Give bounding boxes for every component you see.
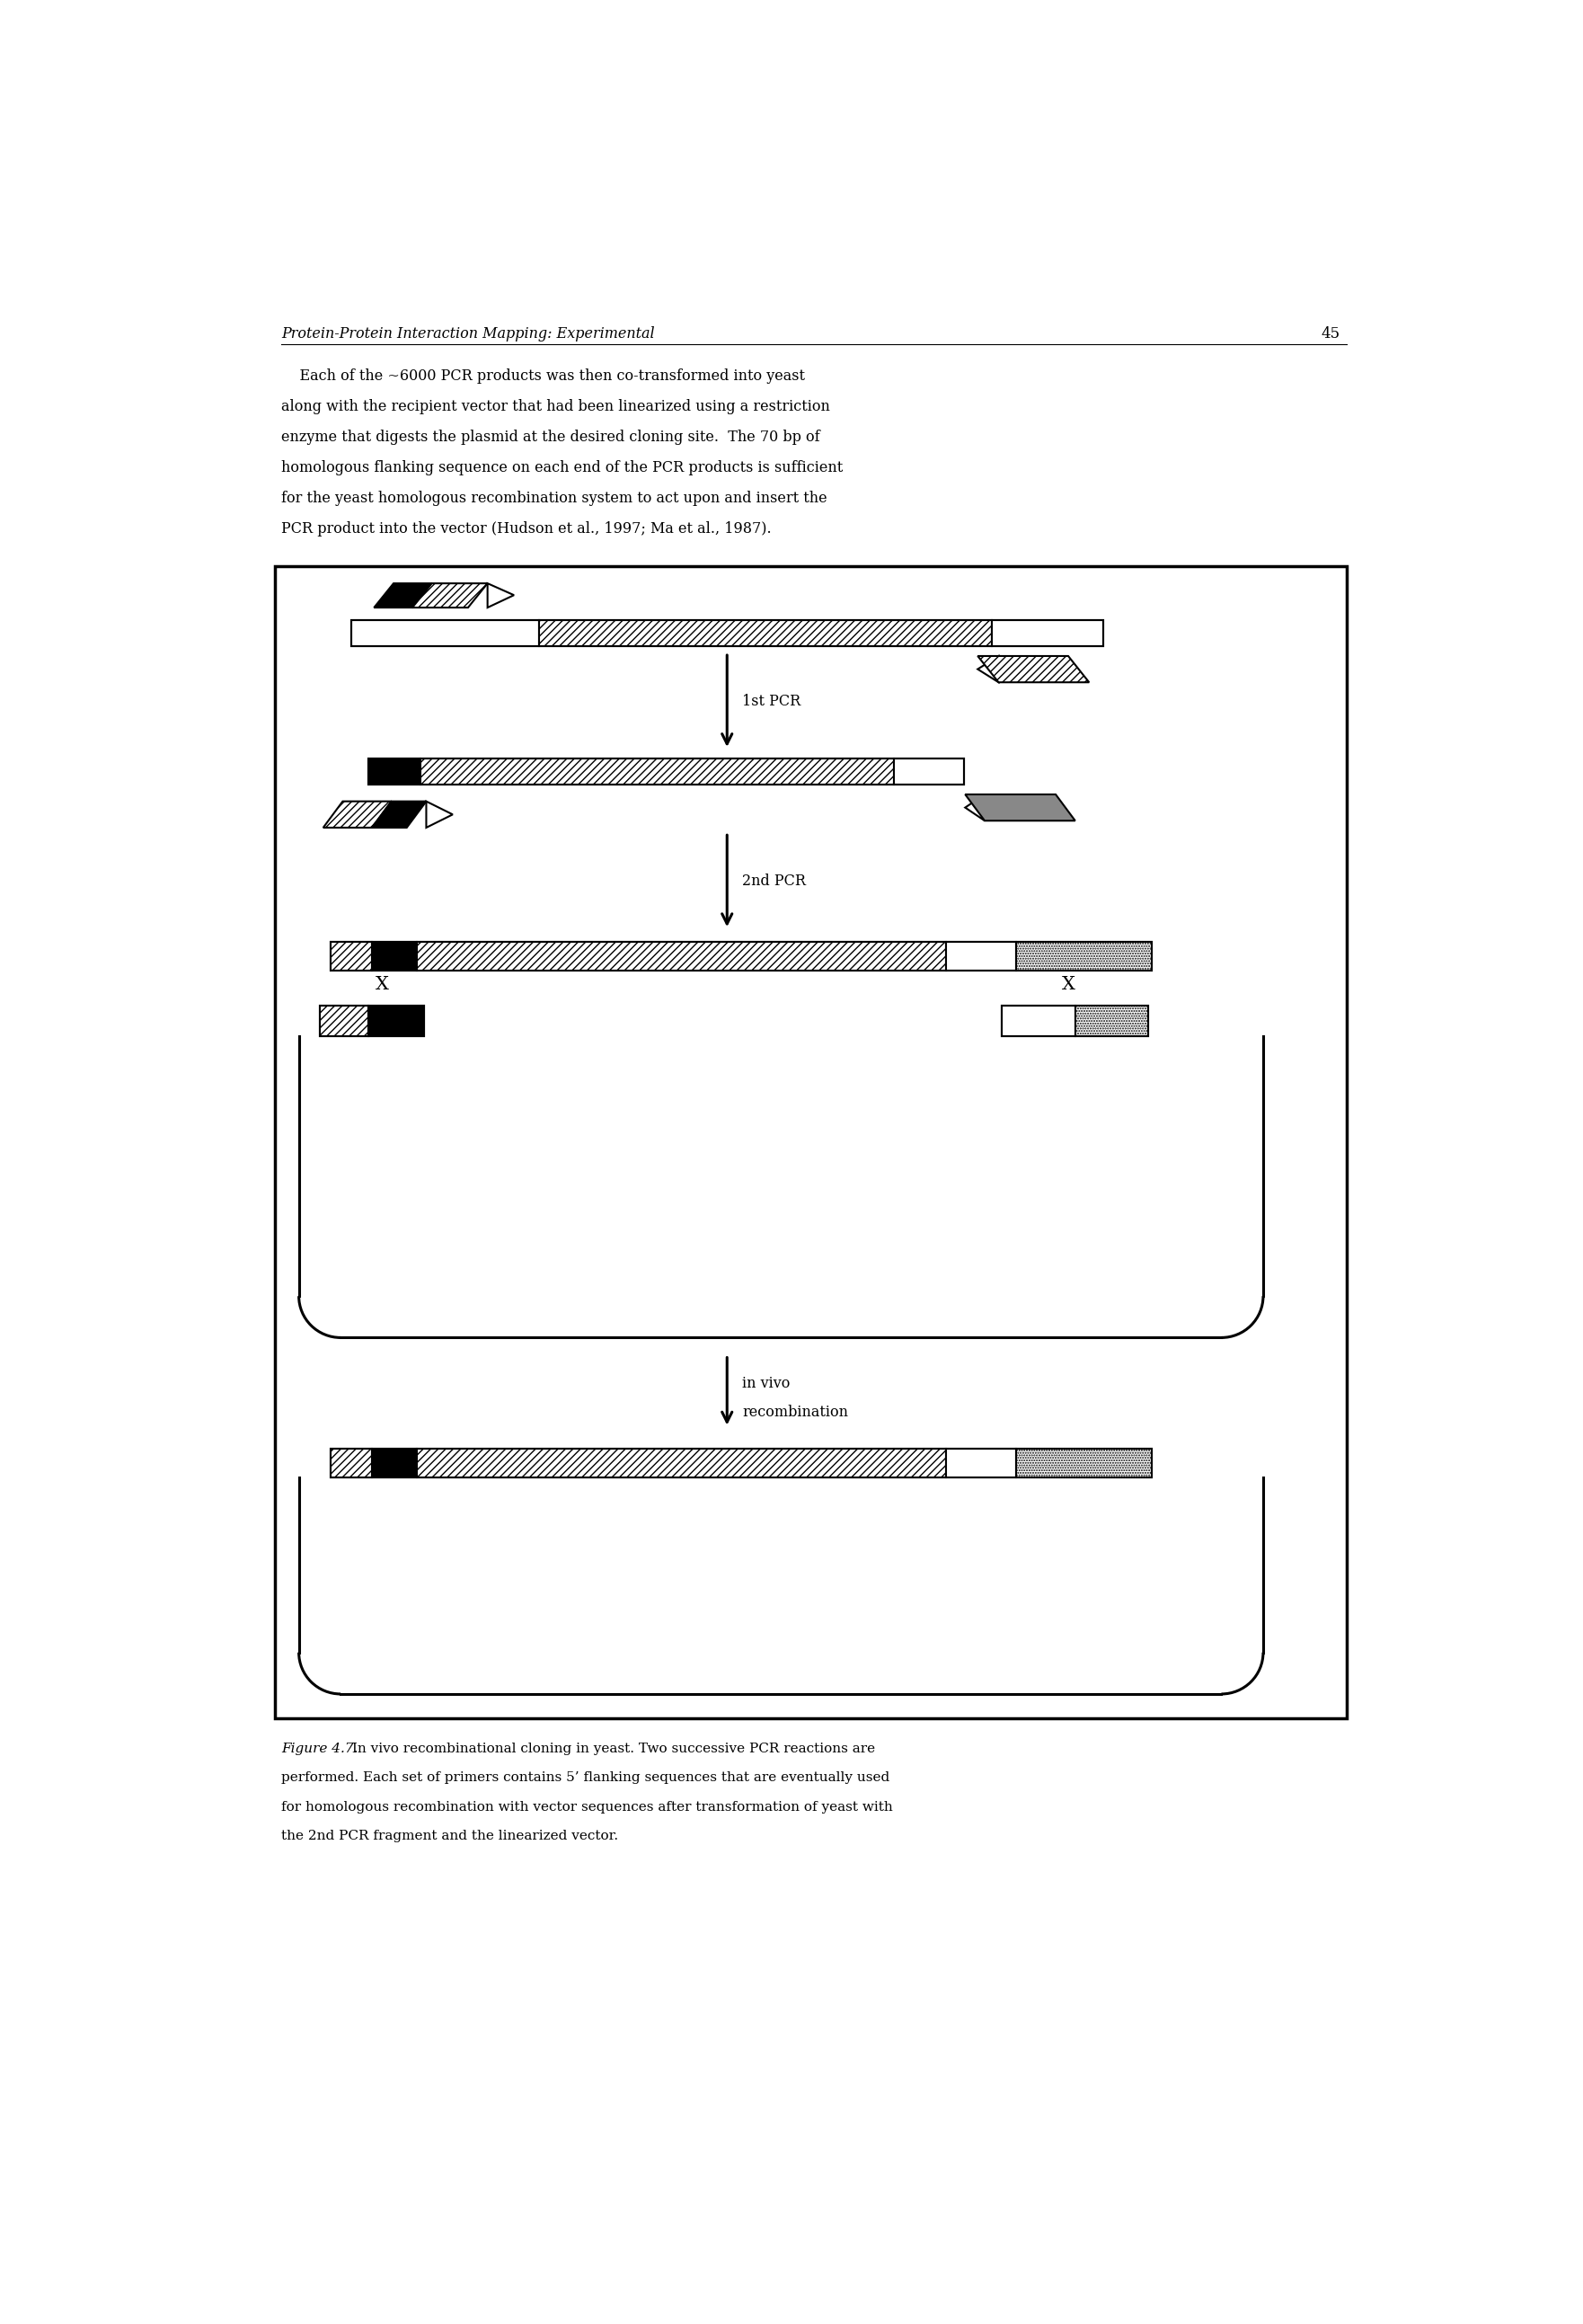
Polygon shape xyxy=(412,583,488,607)
Text: Protein-Protein Interaction Mapping: Experimental: Protein-Protein Interaction Mapping: Exp… xyxy=(282,325,655,342)
Bar xyxy=(418,941,947,971)
Polygon shape xyxy=(966,795,985,820)
Bar xyxy=(1002,1006,1148,1037)
Text: X: X xyxy=(1062,976,1075,992)
Polygon shape xyxy=(966,795,1075,820)
Bar xyxy=(1075,1006,1148,1037)
Text: recombination: recombination xyxy=(742,1404,848,1420)
Polygon shape xyxy=(978,655,1089,683)
Bar xyxy=(1016,941,1152,971)
Bar xyxy=(372,1448,418,1478)
Bar xyxy=(947,1448,1016,1478)
Text: along with the recipient vector that had been linearized using a restriction: along with the recipient vector that had… xyxy=(282,400,829,414)
Text: In vivo recombinational cloning in yeast. Two successive PCR reactions are: In vivo recombinational cloning in yeast… xyxy=(348,1743,875,1755)
Bar xyxy=(894,758,964,786)
Text: Each of the ~6000 PCR products was then co-transformed into yeast: Each of the ~6000 PCR products was then … xyxy=(282,370,806,383)
Text: performed. Each set of primers contains 5’ flanking sequences that are eventuall: performed. Each set of primers contains … xyxy=(282,1771,890,1785)
Bar xyxy=(274,567,1347,1717)
Text: in vivo: in vivo xyxy=(742,1376,790,1392)
Bar xyxy=(320,1006,424,1037)
Text: 1st PCR: 1st PCR xyxy=(742,693,801,709)
Text: for the yeast homologous recombination system to act upon and insert the: for the yeast homologous recombination s… xyxy=(282,490,828,507)
Bar xyxy=(351,621,1103,646)
Polygon shape xyxy=(372,802,426,827)
Text: Figure 4.7.: Figure 4.7. xyxy=(282,1743,358,1755)
Polygon shape xyxy=(374,583,432,607)
Text: homologous flanking sequence on each end of the PCR products is sufficient: homologous flanking sequence on each end… xyxy=(282,460,844,476)
Text: enzyme that digests the plasmid at the desired cloning site.  The 70 bp of: enzyme that digests the plasmid at the d… xyxy=(282,430,820,444)
Bar xyxy=(320,1006,369,1037)
Bar xyxy=(331,1448,1152,1478)
Bar xyxy=(421,758,894,786)
Bar xyxy=(947,941,1016,971)
Text: for homologous recombination with vector sequences after transformation of yeast: for homologous recombination with vector… xyxy=(282,1801,893,1813)
Text: 2nd PCR: 2nd PCR xyxy=(742,874,806,888)
Bar xyxy=(369,758,964,786)
Bar xyxy=(372,941,418,971)
Bar xyxy=(331,941,372,971)
Text: 45: 45 xyxy=(1320,325,1339,342)
Bar xyxy=(331,1448,372,1478)
Polygon shape xyxy=(488,583,514,607)
Bar xyxy=(369,758,421,786)
Text: X: X xyxy=(375,976,389,992)
Text: the 2nd PCR fragment and the linearized vector.: the 2nd PCR fragment and the linearized … xyxy=(282,1829,619,1843)
Bar xyxy=(1002,1006,1075,1037)
Polygon shape xyxy=(426,802,453,827)
Bar xyxy=(331,941,1152,971)
Polygon shape xyxy=(323,802,391,827)
Text: PCR product into the vector (Hudson et al., 1997; Ma et al., 1987).: PCR product into the vector (Hudson et a… xyxy=(282,521,771,537)
Polygon shape xyxy=(978,655,999,683)
Bar xyxy=(991,621,1103,646)
Bar xyxy=(1016,1448,1152,1478)
Bar xyxy=(540,621,991,646)
Bar xyxy=(418,1448,947,1478)
Bar xyxy=(369,1006,424,1037)
Bar xyxy=(351,621,540,646)
